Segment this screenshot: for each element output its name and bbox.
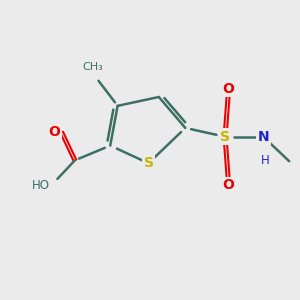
Text: CH₃: CH₃ [82, 62, 103, 72]
Text: S: S [143, 156, 154, 170]
Text: O: O [48, 125, 60, 139]
Text: O: O [222, 178, 234, 192]
Text: S: S [220, 130, 230, 144]
Text: O: O [222, 82, 234, 95]
Text: HO: HO [32, 179, 50, 192]
Text: N: N [257, 130, 269, 144]
Text: H: H [260, 154, 269, 167]
